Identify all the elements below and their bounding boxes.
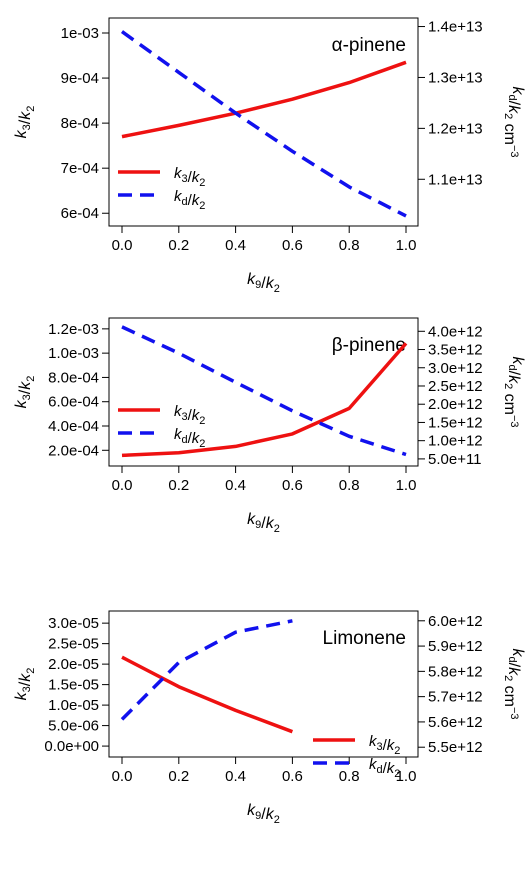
y-tick-label: 3.0e-05 (48, 615, 99, 632)
y2-axis-label: kd/k2 cm−3 (501, 356, 526, 427)
x-tick-label: 0.8 (339, 477, 360, 494)
x-tick-label: 1.0 (396, 237, 417, 254)
y2-tick-label: 5.5e+12 (428, 739, 483, 756)
x-tick-label: 0.2 (168, 477, 189, 494)
series-line-kd-k2 (121, 325, 407, 457)
y-tick-label: 7e-04 (61, 160, 99, 177)
x-tick-label: 0.0 (112, 237, 133, 254)
x-tick-label: 0.4 (225, 237, 246, 254)
y-tick-label: 8.0e-04 (48, 369, 99, 386)
y2-tick-label: 1.0e+12 (428, 433, 483, 450)
y-tick-label: 2.5e-05 (48, 636, 99, 653)
y-tick-label: 2.0e-04 (48, 442, 99, 459)
y-tick-label: 4.0e-04 (48, 418, 99, 435)
y-tick-label: 2.0e-05 (48, 656, 99, 673)
series-line-k3-k2 (121, 342, 408, 458)
y-tick-label: 1.5e-05 (48, 677, 99, 694)
legend-label: k3/k2 (174, 403, 205, 427)
y2-tick-label: 5.9e+12 (428, 638, 483, 655)
y-tick-label: 9e-04 (61, 70, 99, 87)
y2-tick-label: 3.0e+12 (428, 360, 483, 377)
y2-tick-label: 1.4e+13 (428, 19, 483, 36)
panel-3: 0.0 0.2 0.4 0.6 0.8 1.0 0.0e+00 5.0e-06 1.0e-05 1… (13, 610, 526, 826)
legend-label: k3/k2 (369, 733, 400, 757)
panel-title: α-pinene (332, 35, 406, 56)
plot-frame (108, 317, 419, 467)
x-axis-label: k9/k2 (247, 271, 280, 295)
y2-tick-label: 5.0e+11 (428, 451, 482, 468)
panel-title: Limonene (323, 628, 406, 649)
legend-label: k3/k2 (174, 165, 205, 189)
y2-tick-label: 3.5e+12 (428, 342, 483, 359)
legend-label: kd/k2 (174, 426, 205, 450)
panel-1: 0.0 0.2 0.4 0.6 0.8 1.0 6e-04 7e-04 8e-04 9e-04 1e… (13, 17, 526, 295)
y2-axis-label: kd/k2 cm−3 (501, 648, 526, 719)
y2-tick-label: 5.7e+12 (428, 689, 483, 706)
series-line-kd-k2 (120, 30, 407, 218)
x-axis-label: k9/k2 (247, 511, 280, 535)
x-tick-label: 0.6 (282, 477, 303, 494)
x-tick-label: 0.0 (112, 768, 133, 785)
x-tick-label: 1.0 (396, 768, 417, 785)
y2-axis-label: kd/k2 cm−3 (501, 86, 526, 157)
x-tick-label: 0.8 (339, 237, 360, 254)
y-tick-label: 1.2e-03 (48, 321, 99, 338)
legend-label: kd/k2 (369, 756, 400, 780)
y-tick-label: 1.0e-03 (48, 345, 99, 362)
panel-title: β-pinene (332, 335, 406, 356)
y2-tick-label: 1.1e+13 (428, 171, 483, 188)
x-tick-label: 0.4 (225, 768, 246, 785)
x-tick-label: 0.8 (339, 768, 360, 785)
y-tick-label: 6e-04 (61, 205, 99, 222)
y2-tick-label: 1.3e+13 (428, 69, 483, 86)
legend-label: kd/k2 (174, 188, 205, 212)
x-tick-label: 0.6 (282, 237, 303, 254)
panel-2: 0.0 0.2 0.4 0.6 0.8 1.0 2.0e-04 4.0e-04 6.0e-04 8… (13, 317, 526, 535)
y2-tick-label: 5.6e+12 (428, 714, 483, 731)
y-tick-label: 1.0e-05 (48, 697, 99, 714)
x-tick-label: 0.2 (168, 768, 189, 785)
x-tick-label: 0.6 (282, 768, 303, 785)
series-line-k3-k2 (121, 60, 407, 139)
y-axis-label: k3/k2 (13, 376, 37, 409)
y-tick-label: 6.0e-04 (48, 394, 99, 411)
y2-tick-label: 6.0e+12 (428, 613, 483, 630)
y-tick-label: 5.0e-06 (48, 718, 99, 735)
y-tick-label: 0.0e+00 (44, 738, 99, 755)
x-tick-label: 1.0 (396, 477, 417, 494)
y2-tick-label: 2.5e+12 (428, 378, 483, 395)
x-tick-label: 0.4 (225, 477, 246, 494)
x-axis-label: k9/k2 (247, 802, 280, 826)
plot-frame (108, 17, 419, 227)
y2-tick-label: 1.2e+13 (428, 120, 483, 137)
x-tick-label: 0.2 (168, 237, 189, 254)
y-axis-label: k3/k2 (13, 106, 37, 139)
plot-frame (108, 610, 419, 758)
y-axis-label: k3/k2 (13, 668, 37, 701)
y2-tick-label: 2.0e+12 (428, 396, 483, 413)
series-line-k3-k2 (121, 655, 294, 734)
y2-tick-label: 4.0e+12 (428, 323, 483, 340)
y-tick-label: 8e-04 (61, 115, 99, 132)
series-line-kd-k2 (120, 619, 293, 721)
y2-tick-label: 5.8e+12 (428, 663, 483, 680)
y2-tick-label: 1.5e+12 (428, 414, 483, 431)
y-tick-label: 1e-03 (61, 25, 99, 42)
x-tick-label: 0.0 (112, 477, 133, 494)
